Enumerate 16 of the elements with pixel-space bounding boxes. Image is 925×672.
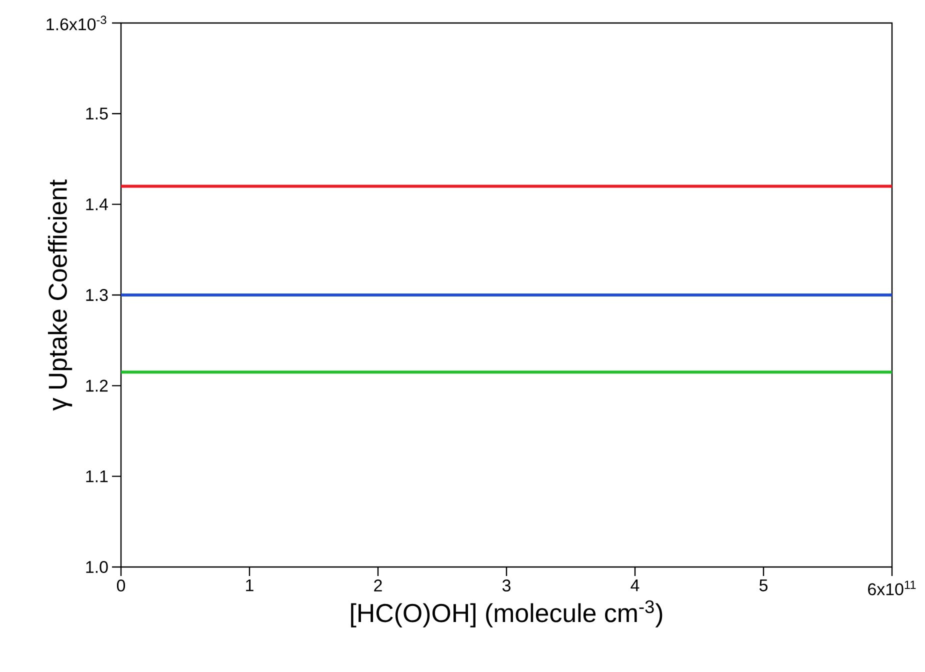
text: 6x10$^{11}$ — [868, 580, 916, 596]
x-tick-label: 0 — [116, 580, 126, 592]
y-tick-label: 1.5 — [86, 108, 108, 120]
x-tick-label: 2 — [374, 580, 382, 592]
x-tick-label: 5 — [759, 580, 768, 592]
y-tick-label: 1.4 — [86, 198, 108, 210]
x-axis-title: [HC(O)OH] (molecule cm$^{-3}$) — [351, 600, 662, 628]
y-tick-label: 1.2 — [86, 380, 108, 392]
x-tick-label: 1 — [246, 580, 254, 592]
text: 1.6x10$^{-3}$ — [46, 16, 106, 30]
x-tick-label: 3 — [502, 580, 510, 592]
x-tick-label: 4 — [630, 580, 640, 592]
y-tick-label: 1.3 — [86, 289, 108, 301]
y-tick-label: 1.0 — [86, 561, 108, 573]
y-axis-title: γ Uptake Coefficient — [48, 180, 72, 411]
y-tick-label: 1.1 — [86, 470, 108, 482]
